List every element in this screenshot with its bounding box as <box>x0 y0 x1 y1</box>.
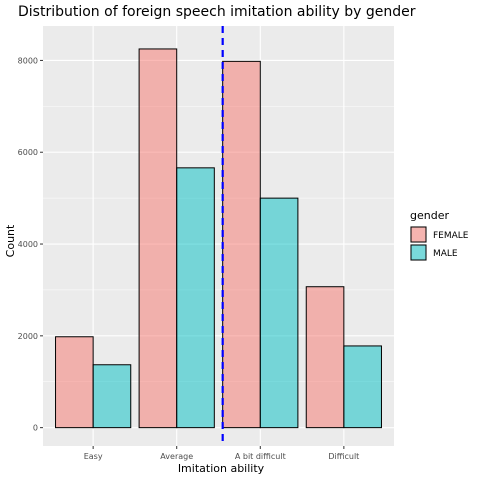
y-tick-label: 8000 <box>18 56 38 65</box>
chart-title: Distribution of foreign speech imitation… <box>18 4 416 20</box>
x-axis-ticks: Easy Average A bit difficult Difficult <box>84 446 359 461</box>
x-tick-label: Difficult <box>328 452 359 461</box>
x-tick-label: Easy <box>84 452 103 461</box>
y-tick-label: 4000 <box>18 240 38 249</box>
legend-title: gender <box>410 209 449 222</box>
y-axis-title: Count <box>4 224 17 257</box>
bar-female-difficult <box>305 286 345 429</box>
legend: gender FEMALE MALE <box>410 209 469 261</box>
x-tick-label: A bit difficult <box>235 452 286 461</box>
legend-items: FEMALE MALE <box>410 226 469 261</box>
bar-female-average <box>138 48 178 429</box>
bar-male-difficult <box>343 345 382 429</box>
y-tick-label: 6000 <box>18 148 38 157</box>
bar-female-a-bit-difficult <box>222 60 261 429</box>
y-tick-label: 0 <box>33 424 38 433</box>
legend-swatch-male <box>410 244 427 261</box>
x-tick-label: Average <box>160 452 193 461</box>
bar-male-easy <box>92 364 132 429</box>
y-axis-ticks: 0 2000 4000 6000 8000 <box>18 56 43 433</box>
legend-label-female: FEMALE <box>433 231 469 241</box>
legend-label-male: MALE <box>433 249 458 259</box>
bar-male-a-bit-difficult <box>259 197 299 429</box>
bar-female-easy <box>55 336 94 429</box>
legend-swatch-female <box>410 226 427 243</box>
y-tick-label: 2000 <box>18 332 38 341</box>
x-axis-title: Imitation ability <box>178 462 265 475</box>
bar-male-average <box>176 167 215 429</box>
bars <box>55 48 382 429</box>
